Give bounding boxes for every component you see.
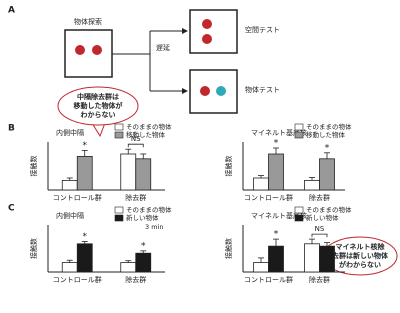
diagram-label: 空間テスト xyxy=(245,25,280,34)
bar xyxy=(304,243,320,273)
chart-title: 内側中隔 xyxy=(56,211,84,220)
y-axis-label: 接触数 xyxy=(29,156,38,177)
object xyxy=(200,86,210,96)
bar xyxy=(120,262,137,273)
bar xyxy=(135,252,152,273)
x-tick-label: コントロール群 xyxy=(53,193,102,202)
annotation: * xyxy=(83,141,88,151)
x-tick-label: 除去群 xyxy=(309,193,330,202)
legend-swatch xyxy=(114,131,124,139)
callout-text: がわからない xyxy=(339,260,381,269)
legend-label: 新しい物体 xyxy=(126,213,159,222)
callout-text: 去群は新しい物体 xyxy=(332,251,389,260)
legend-swatch xyxy=(114,123,124,131)
chart-title: 内側中隔 xyxy=(56,128,84,137)
bar xyxy=(304,179,320,191)
x-tick-label: コントロール群 xyxy=(244,275,293,284)
panel-label: A xyxy=(8,6,15,16)
callout-text: わからない xyxy=(81,110,116,119)
legend-label: そのままの物体 xyxy=(126,205,172,214)
bar xyxy=(61,262,78,273)
arena xyxy=(189,69,238,114)
object xyxy=(216,86,226,96)
object xyxy=(202,34,212,44)
arena xyxy=(64,29,113,78)
x-tick-label: コントロール群 xyxy=(53,275,102,284)
object xyxy=(92,45,102,55)
x-tick-label: 除去群 xyxy=(309,275,330,284)
legend-swatch xyxy=(114,214,124,222)
legend-swatch xyxy=(114,206,124,214)
legend-label: そのままの物体 xyxy=(126,122,172,131)
object xyxy=(202,19,212,29)
bar xyxy=(253,262,269,273)
bracket-label: NS xyxy=(315,225,325,233)
bar xyxy=(319,245,335,273)
chart-title: マイネルト基底核 xyxy=(251,211,307,220)
x-tick-label: コントロール群 xyxy=(244,193,293,202)
y-axis-label: 接触数 xyxy=(224,238,233,259)
annotation: * xyxy=(325,143,330,153)
callout-tail xyxy=(91,122,106,138)
legend-label: そのままの物体 xyxy=(306,122,352,131)
annotation: * xyxy=(141,241,146,251)
bar xyxy=(268,245,284,273)
legend-label: 新しい物体 xyxy=(306,213,339,222)
y-axis-label: 接触数 xyxy=(29,238,38,259)
bar xyxy=(120,153,137,191)
bar xyxy=(268,153,284,191)
diagram-label: 遅延 xyxy=(156,43,170,52)
legend-swatch xyxy=(294,206,304,214)
chart-title: マイネルト基底核 xyxy=(251,128,307,137)
arrow xyxy=(112,31,151,91)
legend-label: そのままの物体 xyxy=(306,205,352,214)
bar xyxy=(76,243,93,273)
bar xyxy=(253,177,269,191)
annotation: * xyxy=(274,230,279,240)
object xyxy=(75,45,85,55)
callout-text: マイネルト核除 xyxy=(336,242,386,251)
x-tick-label: 除去群 xyxy=(125,193,146,202)
arena xyxy=(189,9,238,54)
y-axis-label: 接触数 xyxy=(224,156,233,177)
bracket xyxy=(127,143,144,148)
legend-label: 移動した物体 xyxy=(126,130,166,139)
bracket xyxy=(311,233,328,238)
bar xyxy=(319,158,335,191)
legend-label: 移動した物体 xyxy=(306,130,346,139)
callout xyxy=(57,86,139,126)
note: 3 min xyxy=(145,223,163,231)
bar xyxy=(76,155,93,191)
annotation: * xyxy=(274,139,279,149)
panel-label: C xyxy=(8,204,15,214)
bar xyxy=(61,179,78,191)
legend-swatch xyxy=(294,131,304,139)
legend-swatch xyxy=(294,214,304,222)
x-tick-label: 除去群 xyxy=(125,275,146,284)
callout-text: 移動した物体が xyxy=(74,101,123,110)
bar xyxy=(135,158,152,191)
bracket-label: NS xyxy=(131,135,141,143)
diagram-label: 物体テスト xyxy=(245,85,280,94)
diagram-label: 物体探索 xyxy=(74,17,102,26)
annotation: * xyxy=(83,232,88,242)
panel-label: B xyxy=(8,124,15,134)
legend-swatch xyxy=(294,123,304,131)
callout-text: 中隔除去群は xyxy=(77,92,119,101)
